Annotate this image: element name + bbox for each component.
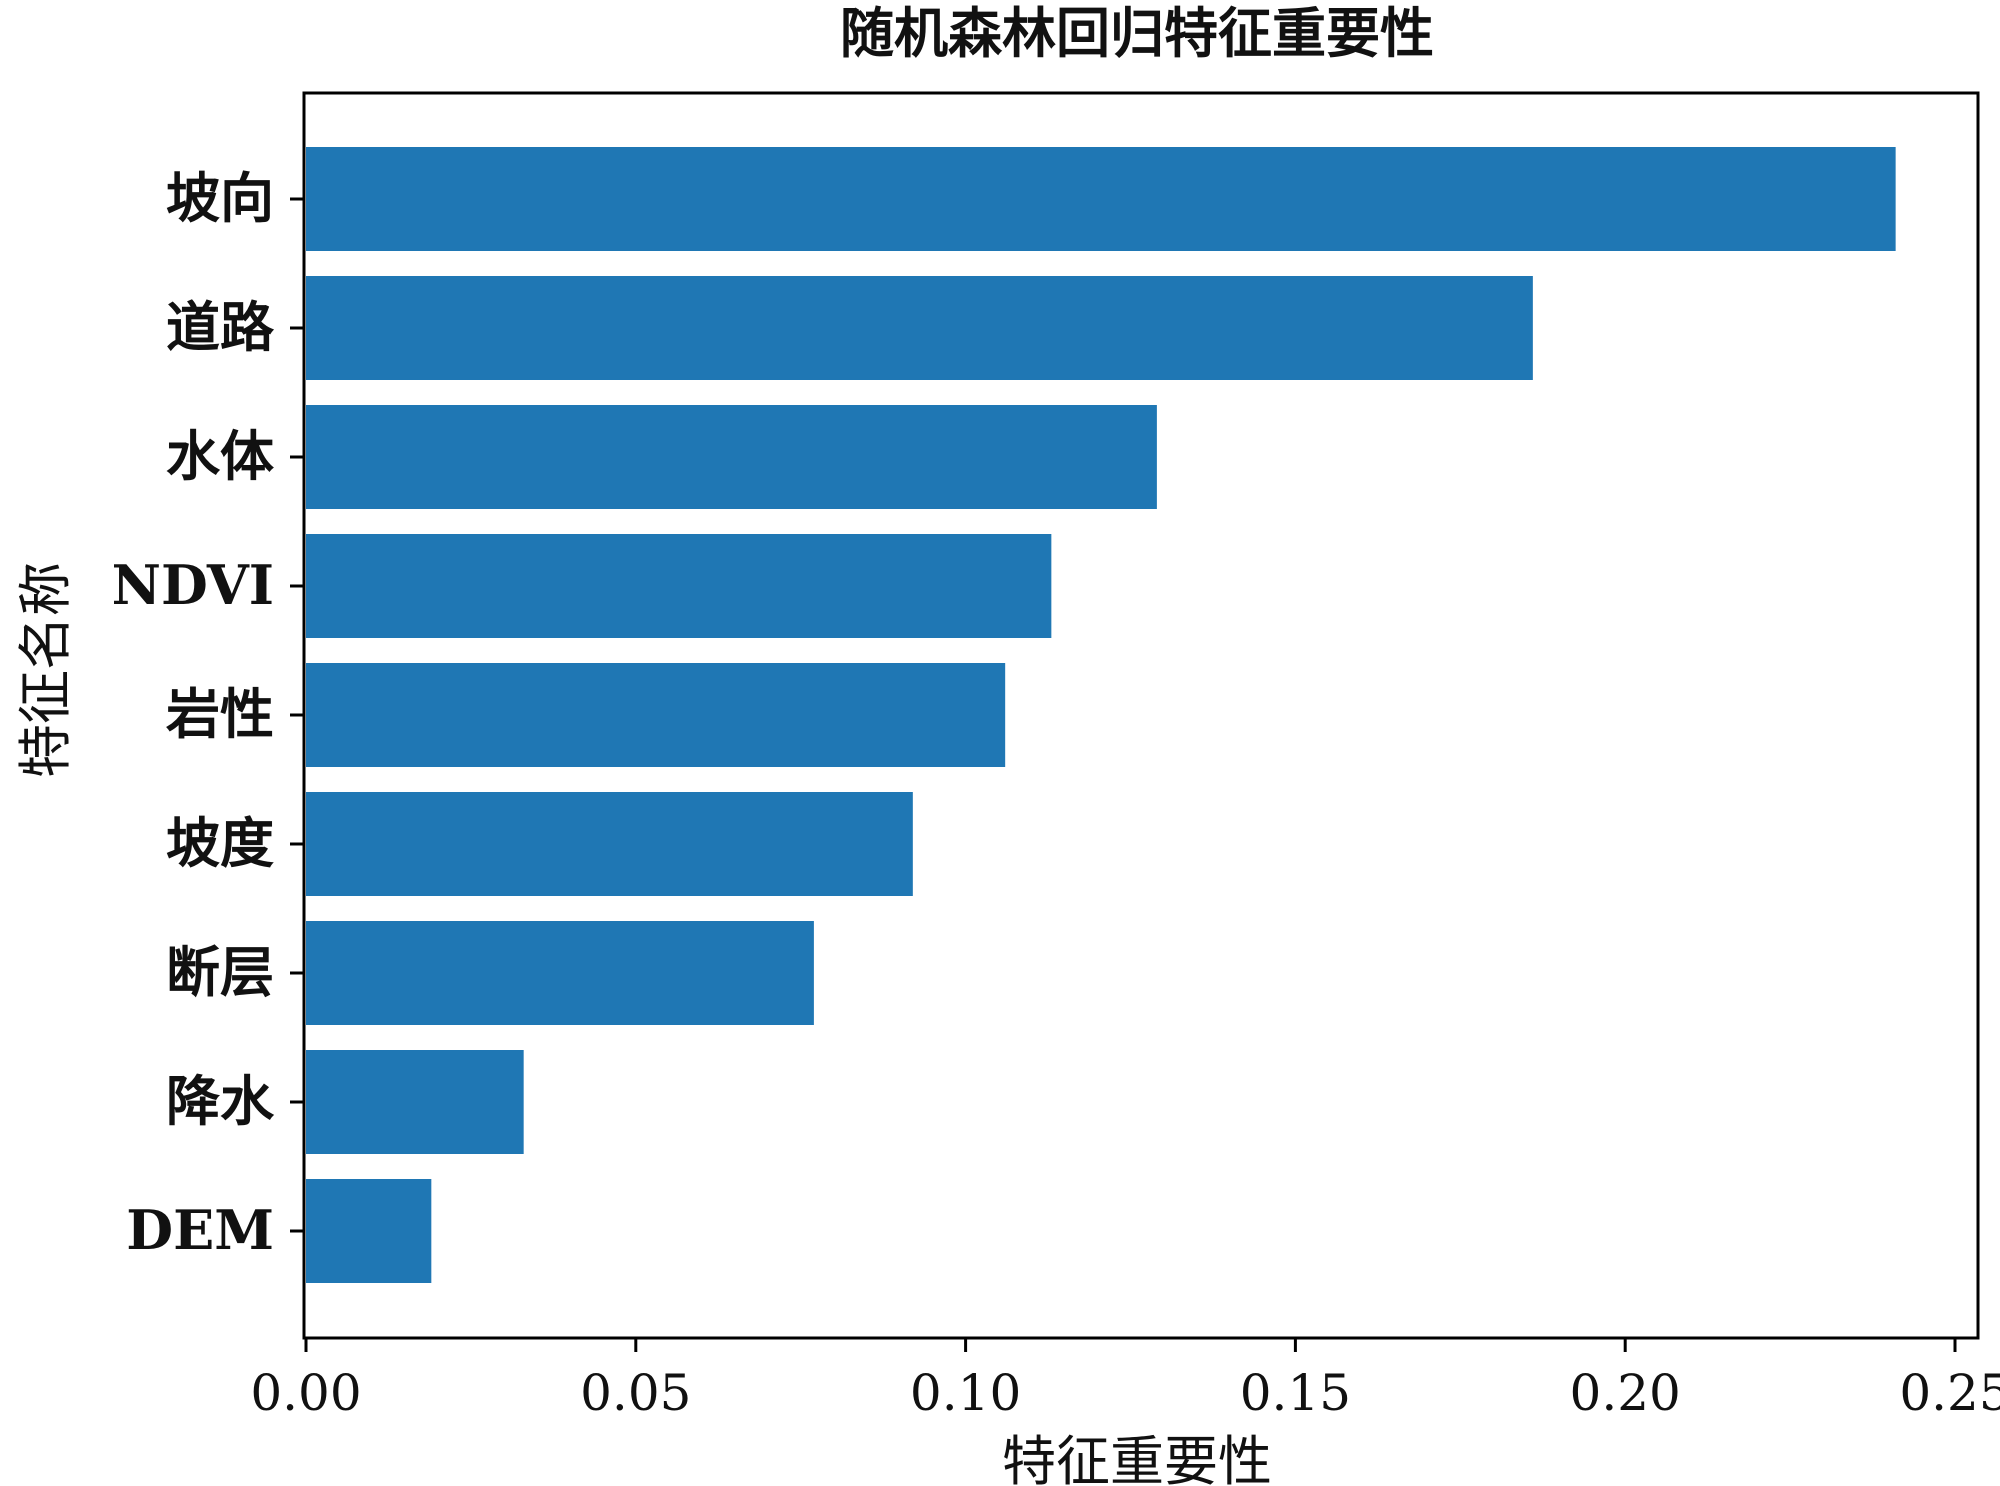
- x-axis-label: 特征重要性: [1002, 1430, 1272, 1486]
- y-tick-label: 坡向: [166, 166, 274, 230]
- chart-title: 随机森林回归特征重要性: [840, 1, 1434, 65]
- x-tick-label: 0.15: [1240, 1364, 1351, 1422]
- y-tick-label: 岩性: [166, 682, 274, 746]
- x-tick-label: 0.00: [250, 1364, 361, 1422]
- y-tick-label: NDVI: [112, 553, 274, 617]
- bar-4: [306, 663, 1006, 767]
- x-tick-label: 0.05: [580, 1364, 691, 1422]
- bar-8: [306, 1179, 432, 1283]
- x-tick-label: 0.20: [1570, 1364, 1681, 1422]
- y-tick-label: DEM: [126, 1198, 274, 1262]
- bar-5: [306, 792, 913, 896]
- y-tick-label: 道路: [166, 295, 275, 359]
- y-tick-label: 坡度: [166, 811, 274, 875]
- y-axis-label: 特征名称: [14, 562, 77, 778]
- bar-0: [306, 147, 1896, 251]
- y-tick-label: 降水: [166, 1069, 275, 1133]
- bars-group: [306, 147, 1896, 1283]
- y-tick-label: 断层: [166, 940, 274, 1004]
- bar-1: [306, 276, 1533, 380]
- bar-3: [306, 534, 1052, 638]
- bar-2: [306, 405, 1157, 509]
- bar-6: [306, 921, 814, 1025]
- x-tick-label: 0.10: [910, 1364, 1021, 1422]
- x-axis-ticks: 0.00 0.05 0.10 0.15 0.20 0.25: [250, 1338, 2000, 1422]
- x-tick-label: 0.25: [1899, 1364, 2000, 1422]
- bar-7: [306, 1050, 524, 1154]
- y-tick-label: 水体: [166, 424, 274, 488]
